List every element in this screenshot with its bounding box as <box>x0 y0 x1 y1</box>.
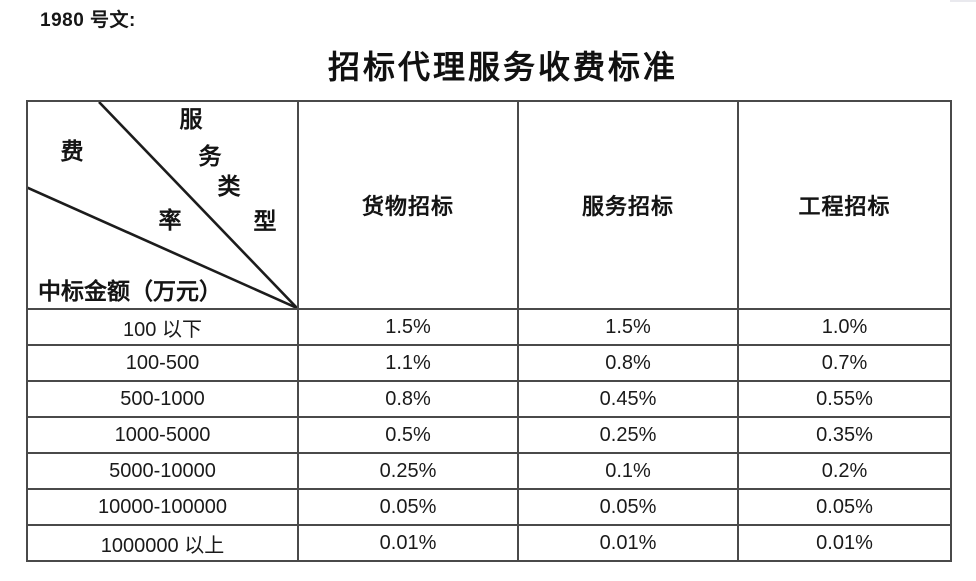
col-axis-char: 服 <box>179 107 203 132</box>
page-edge-artifact <box>950 0 976 2</box>
amount-range-cell: 10000-100000 <box>28 488 297 524</box>
row-axis-char: 费 <box>60 139 84 164</box>
rate-value-cell: 0.2% <box>737 452 950 488</box>
col-axis-char: 类 <box>217 174 241 199</box>
rate-value-cell: 0.45% <box>517 380 737 416</box>
row-axis-char: 率 <box>158 208 182 233</box>
amount-range-cell: 1000-5000 <box>28 416 297 452</box>
diagonal-divider-lines <box>28 102 297 308</box>
rate-value-cell: 1.5% <box>297 308 517 344</box>
rate-value-cell: 0.8% <box>517 344 737 380</box>
rate-value-cell: 0.01% <box>517 524 737 560</box>
page-title: 招标代理服务收费标准 <box>327 49 679 85</box>
col-axis-char: 务 <box>198 144 222 169</box>
rate-value-cell: 0.7% <box>737 344 950 380</box>
amount-range-cell: 100 以下 <box>28 308 297 344</box>
rate-value-cell: 1.0% <box>737 308 950 344</box>
amount-range-cell: 100-500 <box>28 344 297 380</box>
amount-range-cell: 5000-10000 <box>28 452 297 488</box>
column-header-goods: 货物招标 <box>297 102 517 308</box>
amount-range-cell: 500-1000 <box>28 380 297 416</box>
table-corner-cell: 服 务 类 型 费 率 中标金额（万元） <box>28 102 297 308</box>
rate-value-cell: 0.25% <box>297 452 517 488</box>
rate-value-cell: 0.8% <box>297 380 517 416</box>
rate-value-cell: 0.25% <box>517 416 737 452</box>
rate-value-cell: 0.35% <box>737 416 950 452</box>
fee-table: 服 务 类 型 费 率 中标金额（万元） 货物招标 服务招标 工程招标 100 … <box>26 100 952 562</box>
doc-number-label: 1980 号文: <box>40 10 136 31</box>
rate-value-cell: 0.05% <box>517 488 737 524</box>
rate-value-cell: 0.05% <box>297 488 517 524</box>
rate-value-cell: 0.55% <box>737 380 950 416</box>
rate-value-cell: 0.5% <box>297 416 517 452</box>
rate-value-cell: 0.01% <box>737 524 950 560</box>
column-header-works: 工程招标 <box>737 102 950 308</box>
amount-axis-label: 中标金额（万元） <box>38 279 222 304</box>
rate-value-cell: 0.05% <box>737 488 950 524</box>
rate-value-cell: 0.1% <box>517 452 737 488</box>
column-header-services: 服务招标 <box>517 102 737 308</box>
rate-value-cell: 0.01% <box>297 524 517 560</box>
amount-range-cell: 1000000 以上 <box>28 524 297 560</box>
rate-value-cell: 1.1% <box>297 344 517 380</box>
col-axis-char: 型 <box>253 209 277 234</box>
rate-value-cell: 1.5% <box>517 308 737 344</box>
